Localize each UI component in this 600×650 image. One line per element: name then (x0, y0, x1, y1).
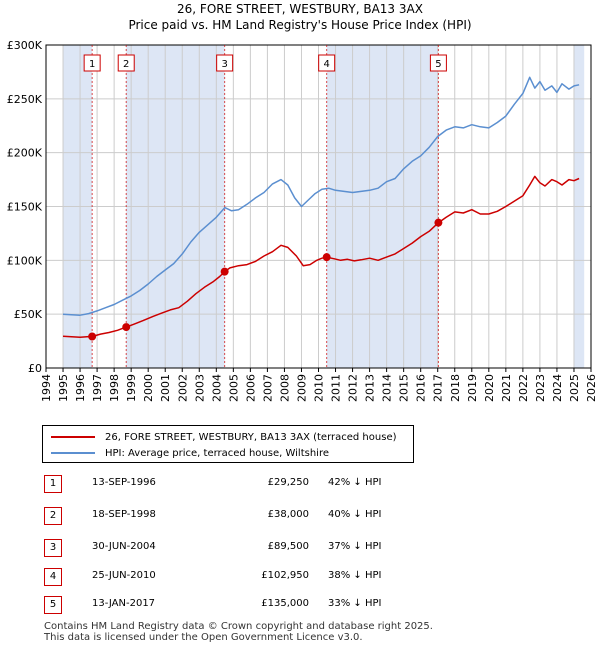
sale-label-box (318, 54, 336, 72)
transaction-date: 18-SEP-1998 (92, 509, 156, 520)
x-tick-label: 2000 (142, 374, 155, 402)
x-tick-label: 2001 (159, 374, 172, 402)
sale-label-box (83, 54, 101, 72)
transaction-price: £29,250 (267, 477, 309, 488)
x-tick-label: 2021 (500, 374, 513, 402)
x-tick-label: 2024 (551, 374, 564, 402)
transaction-number: 2 (44, 507, 62, 525)
legend-item-property: 26, FORE STREET, WESTBURY, BA13 3AX (ter… (51, 430, 397, 444)
x-tick-label: 2006 (244, 374, 257, 402)
x-tick-label: 2008 (278, 374, 291, 402)
y-tick-label: £300K (7, 39, 43, 52)
y-tick-label: £100K (7, 254, 43, 267)
x-tick-label: 2009 (295, 374, 308, 402)
x-axis-labels: 1994 1995 1996 1997 1998 1999 2000 2001 2002 2003… (40, 374, 598, 402)
y-tick-label: £50K (14, 308, 43, 321)
x-tick-label: 2007 (261, 374, 274, 402)
legend-item-hpi: HPI: Average price, terraced house, Wilt… (51, 446, 329, 460)
transaction-number: 1 (44, 475, 62, 493)
plot-frame (45, 44, 592, 369)
x-tick-label: 2002 (176, 374, 189, 402)
transaction-number: 4 (44, 568, 62, 586)
x-tick-label: 2026 (585, 374, 598, 402)
x-tick-label: 2013 (364, 374, 377, 402)
legend-label-hpi: HPI: Average price, terraced house, Wilt… (105, 447, 329, 459)
price-chart: £0 £50K £100K £150K £200K £250K £300K 1994 1995… (7, 39, 598, 402)
sale-date-lines (91, 45, 439, 368)
x-tick-label: 2015 (398, 374, 411, 402)
chart-subtitle: Price paid vs. HM Land Registry's House … (128, 18, 472, 32)
x-tick-label: 2019 (466, 374, 479, 402)
x-tick-label: 1997 (91, 374, 104, 402)
transaction-row: 3 30-JUN-2004 £89,500 37% ↓ HPI (44, 539, 384, 557)
transaction-row: 1 13-SEP-1996 £29,250 42% ↓ HPI (44, 475, 384, 493)
legend-swatch-hpi (51, 452, 95, 454)
x-tick-label: 2017 (432, 374, 445, 402)
legend-label-property: 26, FORE STREET, WESTBURY, BA13 3AX (ter… (105, 431, 397, 443)
transaction-number: 3 (44, 539, 62, 557)
footer-copyright: Contains HM Land Registry data © Crown c… (44, 621, 433, 632)
y-axis-labels: £0 £50K £100K £150K £200K £250K £300K (7, 39, 43, 375)
x-tick-label: 2011 (330, 374, 343, 402)
x-tick-label: 2004 (210, 374, 223, 402)
x-tick-label: 1998 (108, 374, 121, 402)
sale-label-text: 5 (435, 59, 441, 70)
transaction-hpi: 38% ↓ HPI (328, 570, 382, 581)
legend-swatch-property (51, 436, 95, 438)
transaction-hpi: 40% ↓ HPI (328, 509, 382, 520)
footer-licence: This data is licensed under the Open Gov… (44, 632, 363, 643)
transaction-row: 4 25-JUN-2010 £102,950 38% ↓ HPI (44, 568, 384, 586)
transaction-date: 13-JAN-2017 (92, 598, 156, 609)
sale-label-box (216, 54, 234, 72)
x-tick-label: 1994 (40, 374, 53, 402)
x-tick-label: 2014 (381, 374, 394, 402)
transaction-price: £135,000 (261, 598, 309, 609)
transaction-price: £102,950 (261, 570, 309, 581)
sale-markers: 1 2 3 4 5 (83, 54, 447, 341)
y-tick-label: £200K (7, 147, 43, 160)
transaction-row: 2 18-SEP-1998 £38,000 40% ↓ HPI (44, 507, 384, 525)
y-tick-label: £150K (7, 201, 43, 214)
sale-marker (122, 323, 131, 332)
x-tick-label: 2022 (517, 374, 530, 402)
x-tick-label: 2023 (534, 374, 547, 402)
transaction-price: £38,000 (267, 509, 309, 520)
sale-label-box (429, 54, 447, 72)
x-tick-label: 2010 (313, 374, 326, 402)
sale-label-text: 1 (89, 59, 95, 70)
transaction-price: £89,500 (267, 541, 309, 552)
x-tick-label: 2020 (483, 374, 496, 402)
legend: 26, FORE STREET, WESTBURY, BA13 3AX (ter… (42, 425, 414, 463)
transaction-hpi: 37% ↓ HPI (328, 541, 382, 552)
x-tick-label: 2016 (415, 374, 428, 402)
footer: Contains HM Land Registry data © Crown c… (44, 621, 433, 643)
sale-label-text: 3 (221, 59, 227, 70)
y-tick-label: £250K (7, 93, 43, 106)
transaction-row: 5 13-JAN-2017 £135,000 33% ↓ HPI (44, 596, 384, 614)
sale-marker (322, 253, 331, 262)
sale-label-text: 4 (323, 59, 329, 70)
transaction-date: 13-SEP-1996 (92, 477, 156, 488)
transaction-date: 25-JUN-2010 (92, 570, 156, 581)
x-tick-label: 1995 (57, 374, 70, 402)
transaction-number: 5 (44, 596, 62, 614)
x-tick-label: 2018 (449, 374, 462, 402)
sale-marker (220, 267, 229, 276)
chart-title: 26, FORE STREET, WESTBURY, BA13 3AX (177, 2, 423, 16)
transaction-date: 30-JUN-2004 (92, 541, 156, 552)
sale-marker (88, 332, 97, 341)
hpi-line (62, 76, 580, 316)
sale-label-box (117, 54, 135, 72)
x-tick-label: 1999 (125, 374, 138, 402)
transaction-hpi: 33% ↓ HPI (328, 598, 382, 609)
sale-label-text: 2 (123, 59, 129, 70)
sale-marker (434, 218, 443, 227)
x-tick-label: 2012 (347, 374, 360, 402)
x-tick-label: 2003 (193, 374, 206, 402)
x-tick-label: 2005 (227, 374, 240, 402)
transaction-hpi: 42% ↓ HPI (328, 477, 382, 488)
x-tick-label: 1996 (74, 374, 87, 402)
y-tick-label: £0 (28, 362, 42, 375)
x-tick-label: 2025 (568, 374, 581, 402)
